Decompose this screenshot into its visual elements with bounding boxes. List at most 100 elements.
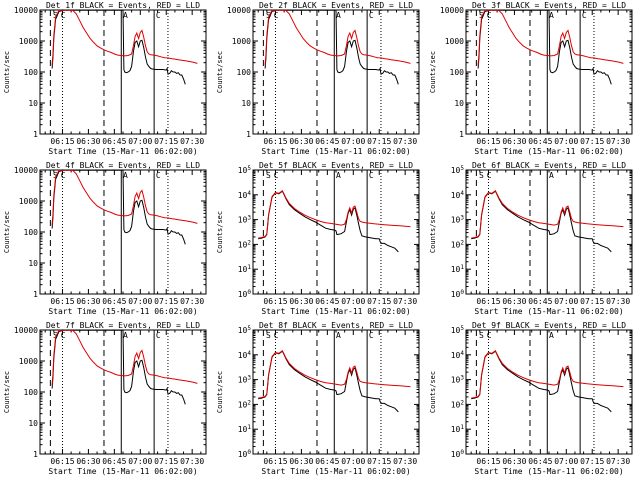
y-tick-label: 10 xyxy=(28,259,38,268)
marker-annotation: S xyxy=(479,11,484,20)
x-tick-label: 07:15 xyxy=(154,297,178,306)
x-axis-label: Start Time (15-Mar-11 06:02:00) xyxy=(474,467,623,476)
y-tick-label: 105 xyxy=(238,325,252,335)
x-tick-label: 06:45 xyxy=(102,297,126,306)
y-tick-label: 10000 xyxy=(14,6,38,15)
x-tick-label: 07:15 xyxy=(367,137,391,146)
x-tick-label: 06:30 xyxy=(76,137,100,146)
y-tick-label: 10 xyxy=(241,99,251,108)
x-tick-label: 07:15 xyxy=(580,457,604,466)
x-tick-label: 06:45 xyxy=(315,457,339,466)
x-tick-label: 07:30 xyxy=(180,137,204,146)
chart-title: Det 2f BLACK = Events, RED = LLD xyxy=(259,1,413,10)
x-tick-label: 07:30 xyxy=(606,297,630,306)
x-tick-label: 07:00 xyxy=(341,297,365,306)
lld-series-line xyxy=(477,10,624,65)
y-tick-label: 104 xyxy=(238,190,252,200)
x-tick-label: 07:30 xyxy=(393,297,417,306)
x-tick-label: 07:30 xyxy=(180,297,204,306)
y-tick-label: 100 xyxy=(238,289,252,299)
y-tick-label: 1000 xyxy=(232,37,251,46)
x-tick-label: 07:15 xyxy=(367,297,391,306)
y-tick-label: 100 xyxy=(450,68,465,77)
y-tick-label: 101 xyxy=(451,264,465,274)
x-axis-label: Start Time (15-Mar-11 06:02:00) xyxy=(261,307,410,316)
chart-title: Det 9f BLACK = Events, RED = LLD xyxy=(472,321,626,330)
y-tick-label: 1 xyxy=(33,450,38,459)
y-tick-label: 1000 xyxy=(19,197,38,206)
marker-annotation: C xyxy=(582,11,587,20)
lld-series-line xyxy=(471,190,624,239)
marker-annotation: A xyxy=(123,331,128,340)
y-tick-label: 100 xyxy=(451,449,465,459)
x-tick-label: 06:30 xyxy=(76,457,100,466)
detector-chart-6: Det 6f BLACK = Events, RED = LLD 100 101 10… xyxy=(429,161,633,316)
marker-annotation: C xyxy=(156,331,161,340)
y-tick-label: 104 xyxy=(238,350,252,360)
marker-annotation: S xyxy=(53,331,58,340)
x-tick-label: 06:30 xyxy=(502,457,526,466)
y-tick-label: 10000 xyxy=(227,6,251,15)
x-tick-label: 07:00 xyxy=(341,457,365,466)
marker-annotation: A xyxy=(336,331,341,340)
detector-chart-9: Det 9f BLACK = Events, RED = LLD 100 101 10… xyxy=(429,321,633,476)
detector-chart-2: Det 2f BLACK = Events, RED = LLD 1 10 100 10… xyxy=(216,1,420,156)
lld-series-line xyxy=(51,170,198,225)
x-axis-label: Start Time (15-Mar-11 06:02:00) xyxy=(261,147,410,156)
events-series-line xyxy=(258,350,399,413)
y-tick-label: 1000 xyxy=(445,37,464,46)
marker-annotation: A xyxy=(549,171,554,180)
x-tick-label: 06:15 xyxy=(476,137,500,146)
x-tick-label: 06:45 xyxy=(528,137,552,146)
chart-title: Det 4f BLACK = Events, RED = LLD xyxy=(46,161,200,170)
y-tick-label: 1000 xyxy=(19,37,38,46)
x-axis-label: Start Time (15-Mar-11 06:02:00) xyxy=(48,307,197,316)
marker-annotation: A xyxy=(336,171,341,180)
marker-annotation: C xyxy=(582,331,587,340)
marker-annotation: C xyxy=(61,11,66,20)
x-tick-label: 06:15 xyxy=(263,137,287,146)
chart-title: Det 8f BLACK = Events, RED = LLD xyxy=(259,321,413,330)
x-axis-label: Start Time (15-Mar-11 06:02:00) xyxy=(48,467,197,476)
y-tick-label: 1 xyxy=(33,130,38,139)
marker-annotation: C xyxy=(156,171,161,180)
chart-title: Det 5f BLACK = Events, RED = LLD xyxy=(259,161,413,170)
x-tick-label: 07:00 xyxy=(554,457,578,466)
x-tick-label: 06:45 xyxy=(528,297,552,306)
x-tick-label: 07:00 xyxy=(128,297,152,306)
lld-series-line xyxy=(258,350,411,399)
x-tick-label: 06:30 xyxy=(289,457,313,466)
x-tick-label: 06:45 xyxy=(315,297,339,306)
detector-chart-8: Det 8f BLACK = Events, RED = LLD 100 101 10… xyxy=(216,321,420,476)
x-tick-label: 06:30 xyxy=(502,137,526,146)
marker-annotation: A xyxy=(549,331,554,340)
detector-chart-3: Det 3f BLACK = Events, RED = LLD 1 10 100 10… xyxy=(429,1,633,156)
y-axis-label: Counts/sec xyxy=(3,371,11,413)
y-axis-label: Counts/sec xyxy=(429,211,437,253)
x-tick-label: 06:15 xyxy=(50,457,74,466)
y-tick-label: 10 xyxy=(28,99,38,108)
x-tick-label: 07:00 xyxy=(554,137,578,146)
y-tick-label: 100 xyxy=(24,228,39,237)
y-tick-label: 1 xyxy=(459,130,464,139)
marker-annotation: C xyxy=(369,11,374,20)
y-tick-label: 104 xyxy=(451,350,465,360)
y-tick-label: 103 xyxy=(238,215,252,225)
y-tick-label: 101 xyxy=(238,424,252,434)
y-tick-label: 10000 xyxy=(14,166,38,175)
marker-annotation: C xyxy=(369,331,374,340)
y-tick-label: 101 xyxy=(451,424,465,434)
x-tick-label: 07:30 xyxy=(393,457,417,466)
y-tick-label: 1 xyxy=(246,130,251,139)
y-tick-label: 102 xyxy=(451,399,465,409)
x-tick-label: 07:00 xyxy=(554,297,578,306)
chart-title: Det 3f BLACK = Events, RED = LLD xyxy=(472,1,626,10)
events-series-line xyxy=(51,330,186,405)
marker-annotation: S xyxy=(266,331,271,340)
x-axis-label: Start Time (15-Mar-11 06:02:00) xyxy=(474,307,623,316)
x-tick-label: 07:00 xyxy=(128,457,152,466)
events-series-line xyxy=(471,350,612,413)
x-axis-label: Start Time (15-Mar-11 06:02:00) xyxy=(474,147,623,156)
x-axis-label: Start Time (15-Mar-11 06:02:00) xyxy=(48,147,197,156)
x-tick-label: 06:30 xyxy=(76,297,100,306)
